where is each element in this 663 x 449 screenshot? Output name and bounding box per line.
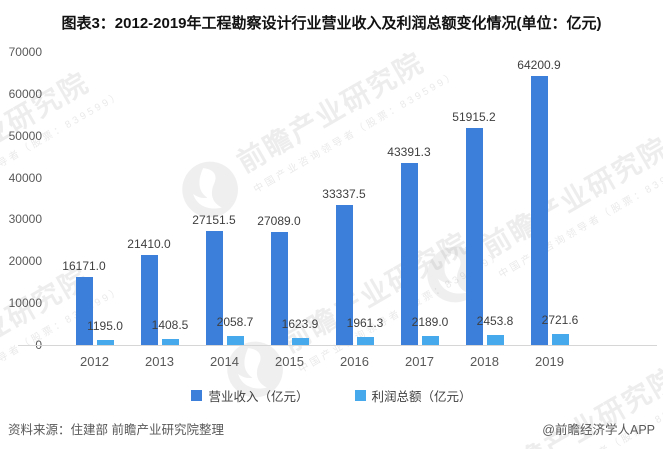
legend-item-profit: 利润总额（亿元） — [354, 386, 472, 405]
y-tick-label: 40000 — [8, 170, 42, 185]
value-label-profit: 1195.0 — [87, 319, 123, 333]
legend-item-revenue: 营业收入（亿元） — [191, 386, 309, 405]
bar-revenue — [530, 76, 548, 345]
bar-revenue — [335, 205, 353, 345]
bar-revenue — [400, 163, 418, 345]
credit-note: @前瞻经济学人APP — [542, 423, 655, 437]
barwrap-revenue: 27089.0 — [257, 214, 301, 345]
barwrap-revenue: 64200.9 — [517, 58, 561, 345]
chart-title: 图表3：2012-2019年工程勘察设计行业营业收入及利润总额变化情况(单位：亿… — [61, 15, 602, 32]
value-label-revenue: 16171.0 — [62, 259, 106, 274]
value-label-revenue: 27089.0 — [257, 213, 301, 228]
legend-swatch-icon — [191, 390, 203, 401]
source-note: 资料来源：住建部 前瞻产业研究院整理 — [8, 423, 224, 437]
barwrap-profit: 2453.8 — [477, 314, 513, 345]
value-label-profit: 1961.3 — [346, 315, 384, 330]
bar-revenue — [270, 231, 288, 345]
barwrap-profit: 2058.7 — [217, 315, 253, 345]
barwrap-revenue: 21410.0 — [127, 237, 171, 345]
bar-revenue — [205, 231, 223, 345]
barwrap-profit: 1195.0 — [87, 319, 123, 345]
bar-profit — [226, 336, 244, 345]
footer: 资料来源：住建部 前瞻产业研究院整理 @前瞻经济学人APP — [8, 419, 655, 438]
chart-legend: 营业收入（亿元） 利润总额（亿元） — [0, 386, 663, 405]
y-tick-label: 30000 — [8, 212, 42, 227]
x-tick-label: 2016 — [340, 354, 369, 369]
bar-revenue — [465, 127, 483, 345]
x-tick-label: 2013 — [145, 354, 174, 369]
value-label-profit: 2189.0 — [411, 314, 449, 329]
value-label-revenue: 33337.5 — [322, 187, 366, 202]
x-axis-labels: 2012 2013 2014 2015 2016 2017 2018 2019 — [62, 354, 582, 369]
bar-profit — [291, 338, 309, 345]
bar-profit — [551, 333, 569, 345]
bar-group-2013: 21410.0 1408.5 — [127, 52, 192, 345]
value-label-profit: 2453.8 — [476, 313, 514, 328]
value-label-profit: 2058.7 — [216, 315, 254, 330]
bar-revenue — [75, 277, 93, 345]
value-label-profit: 1408.5 — [151, 318, 189, 333]
y-tick-label: 20000 — [8, 254, 42, 269]
bar-group-2014: 27151.5 2058.7 — [192, 52, 257, 345]
barwrap-profit: 1961.3 — [347, 316, 383, 345]
y-tick-label: 60000 — [8, 86, 42, 101]
x-tick-label: 2015 — [275, 354, 304, 369]
bar-profit — [96, 340, 114, 345]
legend-label: 利润总额（亿元） — [371, 390, 472, 404]
bar-group-2016: 33337.5 1961.3 — [322, 52, 387, 345]
value-label-profit: 2721.6 — [541, 312, 579, 327]
barwrap-revenue: 51915.2 — [452, 110, 496, 345]
bar-revenue — [140, 255, 158, 345]
value-label-profit: 1623.9 — [281, 317, 319, 332]
barwrap-revenue: 27151.5 — [192, 213, 236, 345]
y-tick-label: 50000 — [8, 128, 42, 143]
x-tick-label: 2017 — [405, 354, 434, 369]
bar-group-2012: 16171.0 1195.0 — [62, 52, 127, 345]
barwrap-profit: 1408.5 — [152, 318, 188, 345]
bar-group-2017: 43391.3 2189.0 — [387, 52, 452, 345]
x-tick-label: 2012 — [80, 354, 109, 369]
plot-area: 16171.0 1195.0 21410.0 1408.5 27151.5 2058.7 2… — [62, 52, 582, 345]
value-label-revenue: 43391.3 — [387, 145, 431, 160]
value-label-revenue: 27151.5 — [192, 213, 236, 228]
y-tick-label: 10000 — [8, 296, 42, 311]
legend-label: 营业收入（亿元） — [208, 390, 309, 404]
barwrap-profit: 1623.9 — [282, 317, 318, 345]
barwrap-revenue: 16171.0 — [62, 259, 106, 345]
legend-swatch-icon — [354, 390, 366, 401]
barwrap-profit: 2189.0 — [412, 315, 448, 345]
barwrap-revenue: 33337.5 — [322, 187, 366, 345]
barwrap-revenue: 43391.3 — [387, 145, 431, 345]
y-tick-label: 70000 — [8, 45, 42, 59]
value-label-revenue: 64200.9 — [517, 58, 561, 73]
value-label-revenue: 21410.0 — [127, 237, 171, 252]
value-label-revenue: 51915.2 — [452, 109, 496, 124]
x-tick-label: 2018 — [470, 354, 499, 369]
bar-profit — [486, 334, 504, 345]
bar-group-2015: 27089.0 1623.9 — [257, 52, 322, 345]
bar-profit — [421, 335, 439, 345]
barwrap-profit: 2721.6 — [542, 313, 578, 345]
bar-group-2019: 64200.9 2721.6 — [517, 52, 582, 345]
bar-group-2018: 51915.2 2453.8 — [452, 52, 517, 345]
x-tick-label: 2014 — [210, 354, 239, 369]
x-axis-line — [18, 345, 657, 346]
bar-profit — [161, 339, 179, 345]
y-axis: 010000200003000040000500006000070000 — [0, 45, 48, 352]
x-tick-label: 2019 — [535, 354, 564, 369]
bar-profit — [356, 336, 374, 345]
